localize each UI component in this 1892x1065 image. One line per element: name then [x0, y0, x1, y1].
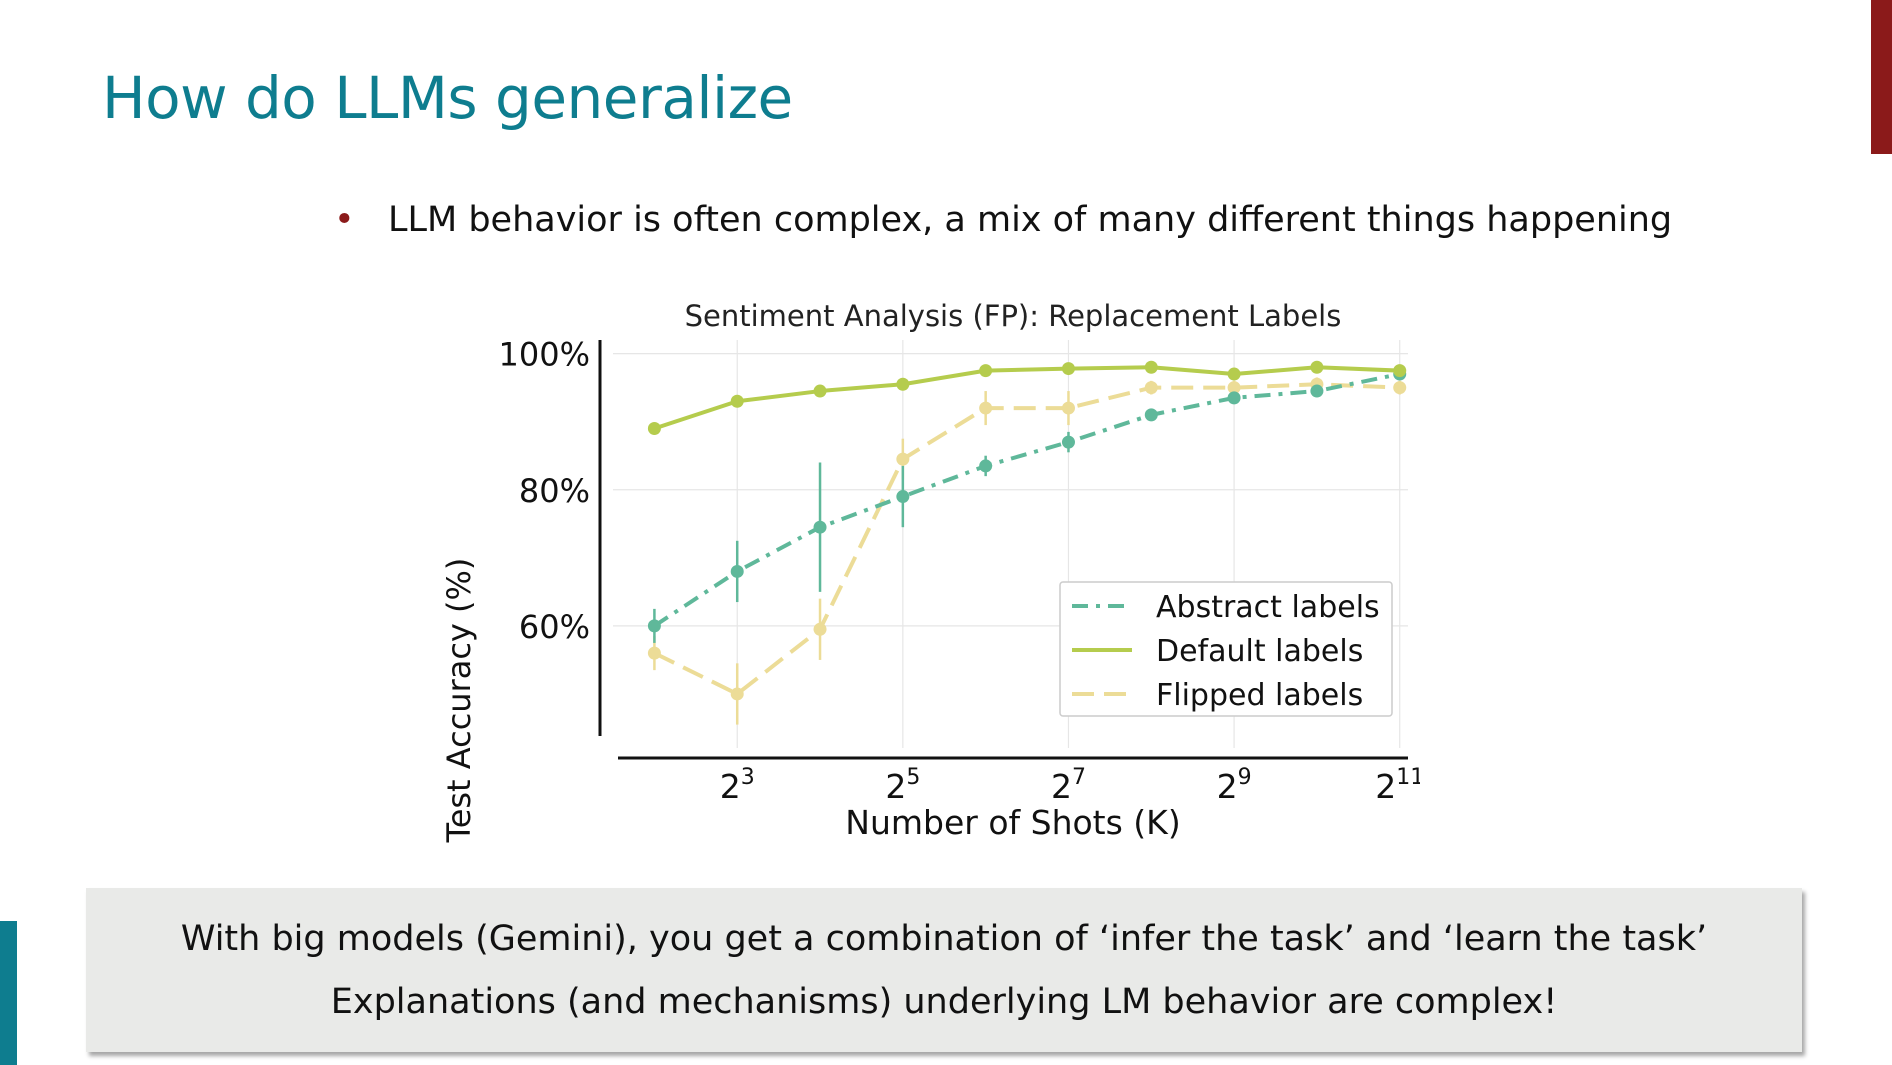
left-accent-bar: [0, 921, 17, 1065]
right-accent-bar: [1871, 0, 1892, 154]
legend: Abstract labels Default labels Flipped lab…: [1059, 581, 1393, 717]
y-tick-label: 60%: [519, 608, 590, 646]
bullet-dot-icon: •: [334, 200, 355, 240]
data-point: [813, 622, 827, 636]
data-point: [730, 564, 744, 578]
callout-line-2: Explanations (and mechanisms) underlying…: [330, 982, 1558, 1022]
x-tick-label: 27: [1051, 765, 1086, 806]
data-point: [896, 452, 910, 466]
ticks-layer: 100% 80% 60% 23 25 27 29 211: [499, 336, 1425, 806]
data-point: [1144, 360, 1158, 374]
data-point: [730, 394, 744, 408]
data-point: [896, 377, 910, 391]
data-point: [647, 421, 661, 435]
legend-label: Default labels: [1156, 634, 1363, 669]
data-point: [647, 646, 661, 660]
bullet-item: • LLM behavior is often complex, a mix of…: [334, 200, 1672, 240]
legend-label: Flipped labels: [1156, 678, 1363, 713]
callout-line-1: With big models (Gemini), you get a comb…: [180, 919, 1708, 959]
data-point: [1393, 364, 1407, 378]
legend-box: [1059, 581, 1393, 717]
bullet-text: LLM behavior is often complex, a mix of …: [388, 200, 1673, 240]
data-point: [1061, 435, 1075, 449]
x-tick-label: 23: [720, 765, 755, 806]
x-tick-label: 29: [1217, 765, 1252, 806]
series-layer: [647, 360, 1407, 725]
y-tick-label: 100%: [499, 336, 590, 374]
data-point: [730, 687, 744, 701]
data-point: [979, 364, 993, 378]
data-point: [896, 490, 910, 504]
chart-title: Sentiment Analysis (FP): Replacement Lab…: [685, 299, 1342, 333]
data-point: [813, 384, 827, 398]
data-point: [1144, 408, 1158, 422]
line-chart: Sentiment Analysis (FP): Replacement Lab…: [440, 299, 1425, 844]
data-point: [647, 619, 661, 633]
y-tick-label: 80%: [519, 472, 590, 510]
data-point: [1393, 381, 1407, 395]
legend-label: Abstract labels: [1156, 590, 1380, 625]
data-point: [1310, 384, 1324, 398]
data-point: [979, 459, 993, 473]
x-tick-label: 211: [1375, 765, 1420, 806]
series-abstract-labels: [647, 367, 1407, 643]
chart-container: Sentiment Analysis (FP): Replacement Lab…: [430, 288, 1425, 853]
data-point: [1144, 381, 1158, 395]
y-axis-label: Test Accuracy (%): [440, 558, 478, 844]
data-point: [979, 401, 993, 415]
data-point: [1061, 362, 1075, 376]
series-line: [653, 372, 1401, 628]
slide-title: How do LLMs generalize: [102, 64, 793, 132]
series-default-labels: [647, 360, 1407, 435]
callout-box: With big models (Gemini), you get a comb…: [86, 888, 1802, 1052]
series-line: [653, 382, 1400, 696]
x-tick-label: 25: [885, 765, 920, 806]
series-line: [653, 365, 1400, 431]
data-point: [1227, 367, 1241, 381]
x-axis-label: Number of Shots (K): [845, 803, 1180, 842]
data-point: [813, 520, 827, 534]
data-point: [1227, 391, 1241, 405]
data-point: [1061, 401, 1075, 415]
data-point: [1310, 360, 1324, 374]
legend-items: Abstract labels Default labels Flipped lab…: [1072, 590, 1380, 713]
data-point: [1227, 381, 1241, 395]
